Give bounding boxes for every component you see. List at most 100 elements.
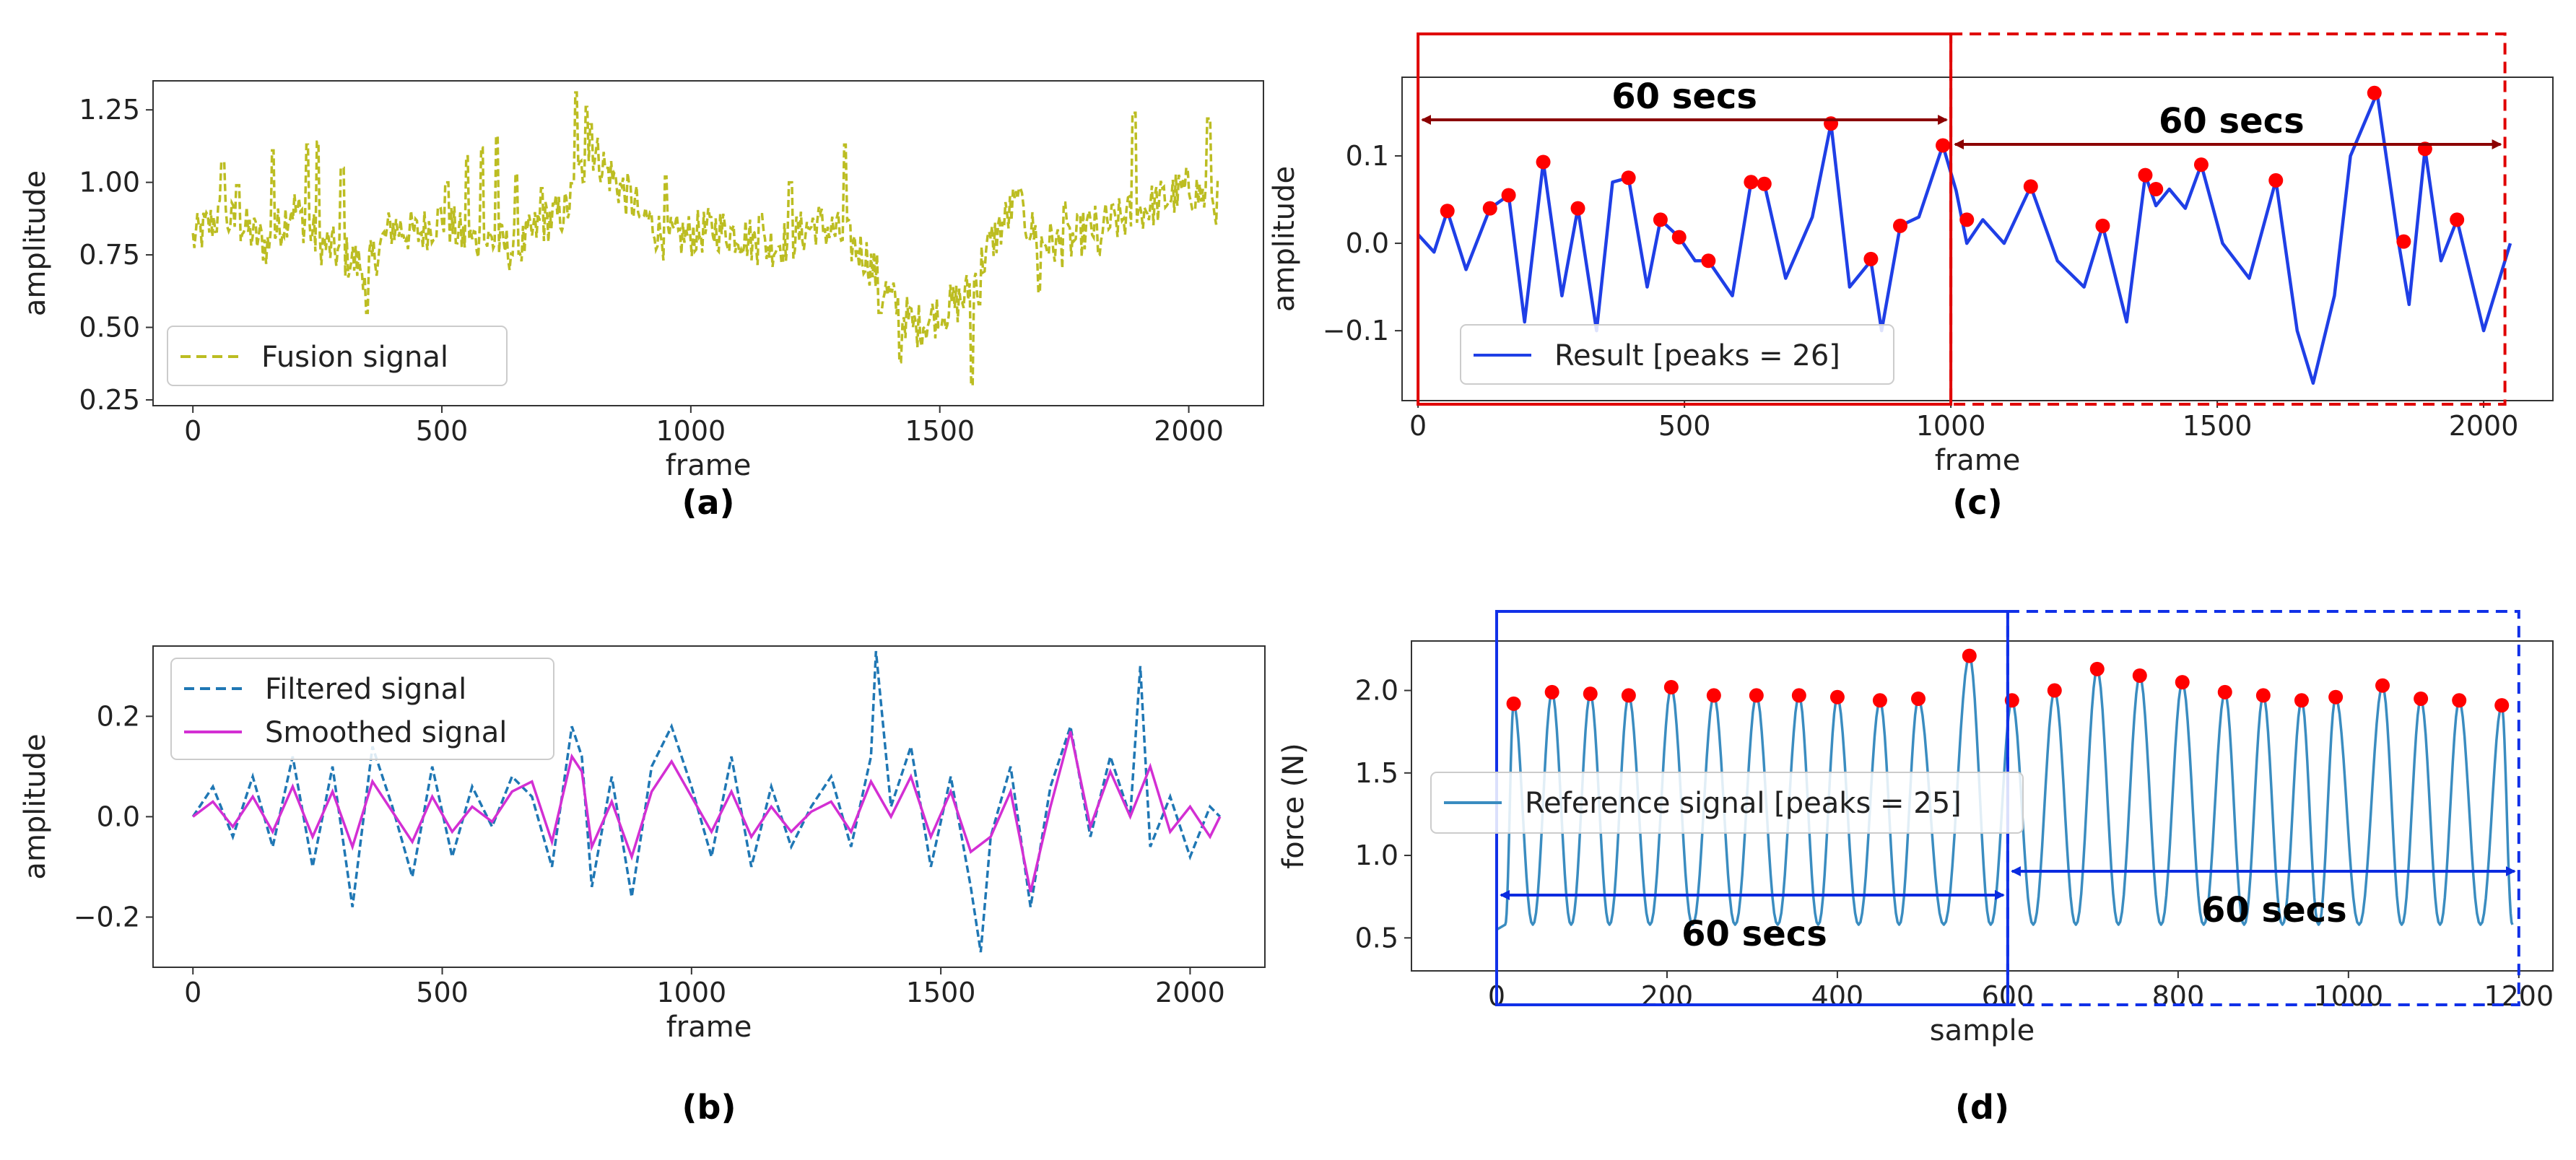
chart-b: 0 500 1000 1500 2000 −0.2 0.0 0.2 frame amplitude… <box>19 645 1266 1127</box>
x-tick-label: 500 <box>1658 410 1711 442</box>
x-tick-label: 200 <box>1641 980 1694 1012</box>
panel-label: (d) <box>1955 1088 2009 1127</box>
peak-marker <box>2414 691 2429 706</box>
peak-marker <box>2255 688 2271 703</box>
y-axis-label: amplitude <box>19 170 52 316</box>
peak-marker <box>1570 201 1585 216</box>
peak-marker <box>2217 684 2232 699</box>
plot-frame <box>152 645 1266 968</box>
legend-box <box>170 658 554 760</box>
x-axis-label: frame <box>666 449 752 482</box>
legend-label: Filtered signal <box>265 673 466 706</box>
chart-a: 0 500 1000 1500 2000 0.25 0.50 0.75 1.00 1.25 fram… <box>19 80 1264 522</box>
peak-marker <box>1621 688 1636 703</box>
peak-marker <box>2294 693 2309 708</box>
x-tick-label: 1000 <box>2313 980 2383 1012</box>
window-box-2 <box>2006 610 2520 1006</box>
window-label-2: 60 secs <box>2159 101 2305 141</box>
x-tick-label: 1000 <box>656 415 726 447</box>
x-tick-label: 2000 <box>2449 410 2519 442</box>
x-tick-label: 2000 <box>1154 415 1224 447</box>
x-tick-label: 2000 <box>1155 977 1225 1008</box>
y-tick-label: 0.25 <box>79 384 140 416</box>
y-tick-label: 0.75 <box>79 239 140 271</box>
peak-marker <box>1663 679 1679 694</box>
peak-marker <box>1506 696 1521 711</box>
peak-marker <box>2268 173 2284 188</box>
legend-label: Fusion signal <box>261 341 448 374</box>
legend-box <box>167 326 508 386</box>
y-tick-label: 1.00 <box>79 167 140 199</box>
x-tick-label: 1500 <box>905 415 975 447</box>
x-tick-label: 1000 <box>656 977 726 1008</box>
peak-marker <box>1872 693 1887 708</box>
x-axis-label: frame <box>1935 444 2021 477</box>
legend-label: Smoothed signal <box>265 716 507 749</box>
peak-marker <box>1482 201 1497 216</box>
peak-marker <box>1671 230 1687 245</box>
peak-marker <box>1962 648 1977 663</box>
x-axis-label: frame <box>666 1011 752 1044</box>
y-tick-label: 0.2 <box>97 700 140 732</box>
y-tick-label: 1.25 <box>79 94 140 126</box>
y-axis-label: force (N) <box>1277 743 1310 869</box>
y-tick-label: 2.0 <box>1355 675 1398 707</box>
peak-marker <box>1911 691 1926 706</box>
peak-marker <box>1544 684 1559 699</box>
x-axis-label: sample <box>1930 1014 2035 1047</box>
peak-marker <box>2367 85 2382 100</box>
legend-label: Reference signal [peaks = 25] <box>1525 787 1962 820</box>
legend-label: Result [peaks = 26] <box>1554 339 1840 372</box>
peak-marker <box>2450 212 2465 227</box>
legend-box <box>1430 772 2024 834</box>
peak-marker <box>2089 661 2105 676</box>
peak-marker <box>1749 688 1764 703</box>
panel-label: (c) <box>1952 483 2002 522</box>
peak-marker <box>2328 689 2344 705</box>
y-tick-label: −0.2 <box>74 901 140 933</box>
y-tick-label: 0.0 <box>97 801 140 832</box>
plot-frame <box>152 80 1264 406</box>
peak-marker <box>1440 204 1455 219</box>
x-tick-label: 0 <box>184 977 201 1008</box>
x-tick-label: 500 <box>416 977 469 1008</box>
x-tick-label: 1000 <box>1916 410 1986 442</box>
y-tick-label: 1.5 <box>1355 757 1398 789</box>
peak-marker <box>1701 253 1716 269</box>
peak-marker <box>2193 157 2209 173</box>
peak-marker <box>1583 686 1598 702</box>
y-tick-label: −0.1 <box>1323 315 1389 346</box>
peak-marker <box>2047 683 2062 698</box>
peak-marker <box>1744 175 1759 190</box>
peak-marker <box>1501 188 1516 203</box>
fusion-signal-line <box>191 91 1219 387</box>
x-tick-label: 0 <box>1409 410 1427 442</box>
y-tick-label: 0.1 <box>1346 140 1389 172</box>
filtered-signal-line <box>191 650 1222 953</box>
legend-box <box>1460 324 1894 385</box>
peak-marker <box>1959 212 1975 227</box>
peak-marker <box>1829 689 1845 705</box>
peak-marker <box>2095 218 2110 233</box>
peak-marker <box>1757 176 1772 191</box>
chart-c: 0 500 1000 1500 2000 −0.1 0.0 0.1 frame amplitude… <box>1268 32 2554 522</box>
x-tick-label: 800 <box>2152 980 2205 1012</box>
y-axis-label: amplitude <box>1268 166 1301 312</box>
panel-label: (a) <box>682 483 734 522</box>
window-label-1: 60 secs <box>1611 77 1757 117</box>
peak-marker <box>1791 688 1806 703</box>
plot-frame <box>1411 640 2554 972</box>
peak-marker <box>2375 678 2390 693</box>
peak-marker <box>2396 234 2411 249</box>
peak-marker <box>2452 693 2467 708</box>
peak-marker <box>1936 138 1951 153</box>
peak-marker <box>2138 167 2153 183</box>
window-box-1 <box>1417 32 1953 406</box>
plot-frame <box>1401 77 2554 401</box>
peak-marker <box>2149 181 2164 196</box>
window-label-2: 60 secs <box>2201 890 2347 930</box>
y-tick-label: 1.0 <box>1355 840 1398 871</box>
peak-marker <box>1892 218 1907 233</box>
x-tick-label: 1500 <box>2183 410 2253 442</box>
